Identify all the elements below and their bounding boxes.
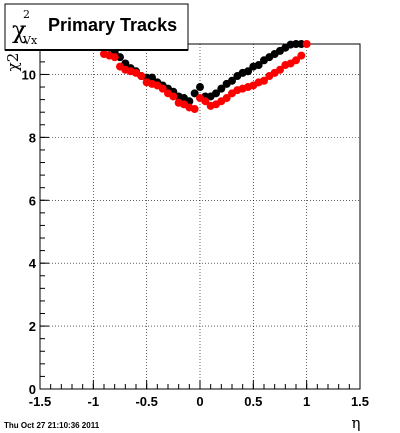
data-point-series-1 bbox=[244, 67, 252, 76]
data-point-series-2 bbox=[158, 84, 167, 93]
data-points bbox=[94, 40, 311, 114]
y-tick-label: 0 bbox=[29, 382, 36, 397]
x-tick-label: -1 bbox=[88, 394, 100, 409]
title-superscript: 2 bbox=[23, 8, 30, 21]
data-point-series-2 bbox=[302, 40, 311, 48]
x-axis-title: η bbox=[352, 414, 361, 432]
data-point-series-2 bbox=[110, 53, 119, 62]
data-point-series-1 bbox=[228, 76, 236, 85]
data-point-series-2 bbox=[169, 92, 178, 101]
x-tick-label: 0.5 bbox=[244, 394, 262, 409]
y-axis-title: χ2 bbox=[4, 53, 22, 72]
timestamp-footer: Thu Oct 27 21:10:36 2011 bbox=[4, 421, 100, 430]
data-point-series-1 bbox=[254, 61, 263, 70]
title-subscript: Vx bbox=[22, 34, 38, 47]
y-tick-label: 6 bbox=[29, 193, 36, 208]
x-tick-label: -0.5 bbox=[135, 394, 157, 409]
y-tick-label: 4 bbox=[29, 256, 37, 271]
x-tick-label: 0 bbox=[196, 394, 203, 409]
y-tick-label: 10 bbox=[22, 67, 36, 82]
chart-title: Primary Tracks bbox=[48, 15, 177, 35]
data-point-series-2 bbox=[276, 65, 284, 74]
y-tick-label: 2 bbox=[29, 319, 36, 334]
data-point-series-2 bbox=[201, 97, 210, 106]
data-point-series-2 bbox=[190, 105, 199, 114]
data-point-series-2 bbox=[260, 76, 268, 85]
tick-labels: -1.5 -1 -0.5 0 0.5 1 1.5 0 2 4 6 8 10 bbox=[22, 67, 370, 409]
data-point-series-2 bbox=[222, 94, 231, 103]
data-point-series-2 bbox=[137, 72, 146, 81]
axis-ticks bbox=[39, 48, 361, 390]
data-point-series-1 bbox=[190, 89, 199, 98]
data-point-series-1 bbox=[212, 89, 220, 98]
x-tick-label: 1 bbox=[303, 394, 310, 409]
data-point-series-2 bbox=[292, 56, 300, 65]
title-chi-symbol: χ bbox=[12, 16, 27, 44]
y-tick-label: 8 bbox=[29, 130, 36, 145]
x-tick-label: -1.5 bbox=[29, 394, 51, 409]
title-box: χ 2 Vx Primary Tracks bbox=[4, 3, 189, 51]
data-point-series-1 bbox=[148, 73, 156, 82]
data-point-series-1 bbox=[217, 84, 226, 93]
data-point-series-1 bbox=[196, 83, 204, 92]
data-point-series-2 bbox=[297, 51, 306, 60]
x-tick-label: 1.5 bbox=[351, 394, 369, 409]
